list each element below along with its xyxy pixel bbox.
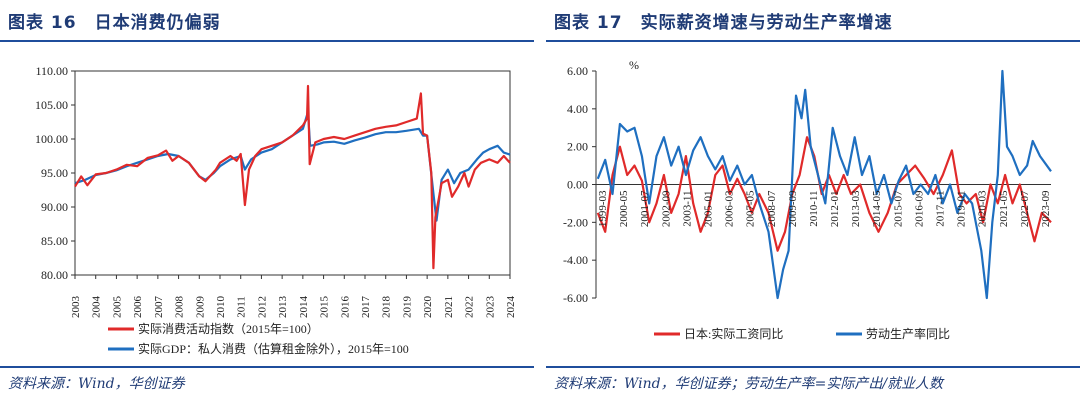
x-tick-label: 2021-05 bbox=[998, 190, 1010, 227]
left-chart: 110.00105.00100.0095.0090.0085.0080.0020… bbox=[35, 64, 517, 356]
x-tick-label: 2005 bbox=[111, 296, 123, 319]
legend-label: 实际消费活动指数（2015年=100） bbox=[138, 321, 319, 336]
x-tick-label: 2000-05 bbox=[618, 190, 630, 227]
x-tick-label: 2005-01 bbox=[702, 191, 714, 228]
x-tick-label: 2022-07 bbox=[1019, 190, 1031, 227]
right-panel: 图表 17 实际薪资增速与劳动生产率增速 % 6.00 4.00 2.00 0.00 -2… bbox=[546, 0, 1080, 406]
x-tick-label: 2006 bbox=[132, 296, 144, 319]
right-figure-title: 图表 17 实际薪资增速与劳动生产率增速 bbox=[554, 13, 893, 33]
series-line-productivity bbox=[596, 69, 1052, 300]
x-tick-label: 2004 bbox=[91, 296, 103, 319]
x-tick-label: 2019 bbox=[401, 296, 413, 319]
left-panel: 图表 16 日本消费仍偏弱 110.00 105.00 100.00 95.00 90.… bbox=[0, 0, 534, 406]
x-tick-label: 2017 bbox=[360, 296, 372, 319]
x-tick-label: 2023-09 bbox=[1040, 190, 1052, 227]
right-chart: % 6.00 4.00 2.00 0.00 -2.00 -4.00 -6.00 1999-03 2… bbox=[563, 58, 1052, 341]
x-tick-label: 2020 bbox=[422, 296, 434, 319]
x-tick-label: 2015 bbox=[319, 296, 331, 319]
legend-label: 劳动生产率同比 bbox=[866, 326, 950, 341]
series-line-gdp-consumption bbox=[74, 110, 511, 222]
right-bottom-rule bbox=[546, 366, 1080, 368]
x-tick-label: 2011 bbox=[236, 296, 248, 318]
y-tick-label: -6.00 bbox=[563, 291, 588, 305]
right-top-rule bbox=[546, 40, 1080, 42]
x-tick-label: 2003 bbox=[70, 296, 82, 319]
right-source: 资料来源：Wind，华创证券；劳动生产率=实际产出/就业人数 bbox=[554, 376, 944, 392]
y-tick-label: 6.00 bbox=[567, 64, 588, 78]
x-tick-label: 2013-03 bbox=[850, 190, 862, 227]
x-tick-label: 2007-05 bbox=[745, 190, 757, 227]
x-tick-label: 2017-11 bbox=[935, 191, 947, 227]
x-tick-label: 2001-07 bbox=[639, 190, 651, 227]
y-tick-label: 80.00 bbox=[41, 268, 68, 282]
x-tick-label: 2024 bbox=[505, 296, 517, 319]
y-tick-label: -2.00 bbox=[563, 215, 588, 229]
legend-label: 日本:实际工资同比 bbox=[684, 326, 783, 341]
left-source: 资料来源：Wind，华创证券 bbox=[8, 376, 185, 392]
x-tick-label: 2009-09 bbox=[787, 190, 799, 227]
y-tick-label: 4.00 bbox=[567, 102, 588, 116]
x-tick-label: 2015-07 bbox=[892, 190, 904, 227]
x-tick-label: 2008 bbox=[174, 296, 186, 319]
x-tick-label: 2008-07 bbox=[766, 190, 778, 227]
y-tick-label: 85.00 bbox=[41, 234, 68, 248]
y-tick-label: 0.00 bbox=[567, 178, 588, 192]
y-tick-label: 100.00 bbox=[35, 132, 68, 146]
y-tick-label: 105.00 bbox=[35, 98, 68, 112]
y-unit-label: % bbox=[629, 58, 639, 72]
x-tick-label: 2016-09 bbox=[913, 190, 925, 227]
x-tick-label: 2023 bbox=[484, 296, 496, 319]
left-bottom-rule bbox=[0, 366, 534, 368]
x-tick-label: 2002-09 bbox=[660, 190, 672, 227]
x-tick-label: 2018 bbox=[381, 296, 393, 319]
y-tick-label: -4.00 bbox=[563, 253, 588, 267]
x-tick-label: 2006-03 bbox=[724, 190, 736, 227]
left-title-row: 图表 16 日本消费仍偏弱 bbox=[0, 4, 534, 38]
left-top-rule bbox=[0, 40, 534, 42]
legend-label: 实际GDP：私人消费（估算租金除外），2015年=100 bbox=[138, 341, 409, 356]
x-tick-label: 2022 bbox=[464, 296, 476, 318]
x-tick-label: 2013 bbox=[277, 296, 289, 319]
left-figure-title: 图表 16 日本消费仍偏弱 bbox=[8, 13, 221, 33]
y-tick-label: 90.00 bbox=[41, 200, 68, 214]
x-tick-label: 2012-01 bbox=[829, 191, 841, 228]
x-tick-label: 2012 bbox=[256, 296, 268, 318]
series-line-real-wage bbox=[596, 136, 1052, 252]
x-tick-label: 2007 bbox=[153, 296, 165, 319]
right-title-row: 图表 17 实际薪资增速与劳动生产率增速 bbox=[546, 4, 1080, 38]
x-tick-label: 2014-05 bbox=[871, 190, 883, 227]
x-tick-label: 2016 bbox=[339, 296, 351, 319]
x-tick-label: 2019-01 bbox=[956, 191, 968, 228]
y-tick-label: 95.00 bbox=[41, 166, 68, 180]
x-tick-label: 2010 bbox=[215, 296, 227, 319]
x-tick-label: 2014 bbox=[298, 296, 310, 319]
series-line-consumption-index bbox=[74, 84, 511, 270]
x-tick-label: 2021 bbox=[443, 296, 455, 318]
y-tick-label: 2.00 bbox=[567, 140, 588, 154]
y-tick-label: 110.00 bbox=[35, 64, 68, 78]
x-tick-label: 1999-03 bbox=[597, 190, 609, 227]
x-tick-label: 2010-11 bbox=[808, 191, 820, 227]
x-tick-label: 2003-11 bbox=[681, 191, 693, 227]
x-tick-label: 2020-03 bbox=[977, 190, 989, 227]
x-tick-label: 2009 bbox=[194, 296, 206, 319]
